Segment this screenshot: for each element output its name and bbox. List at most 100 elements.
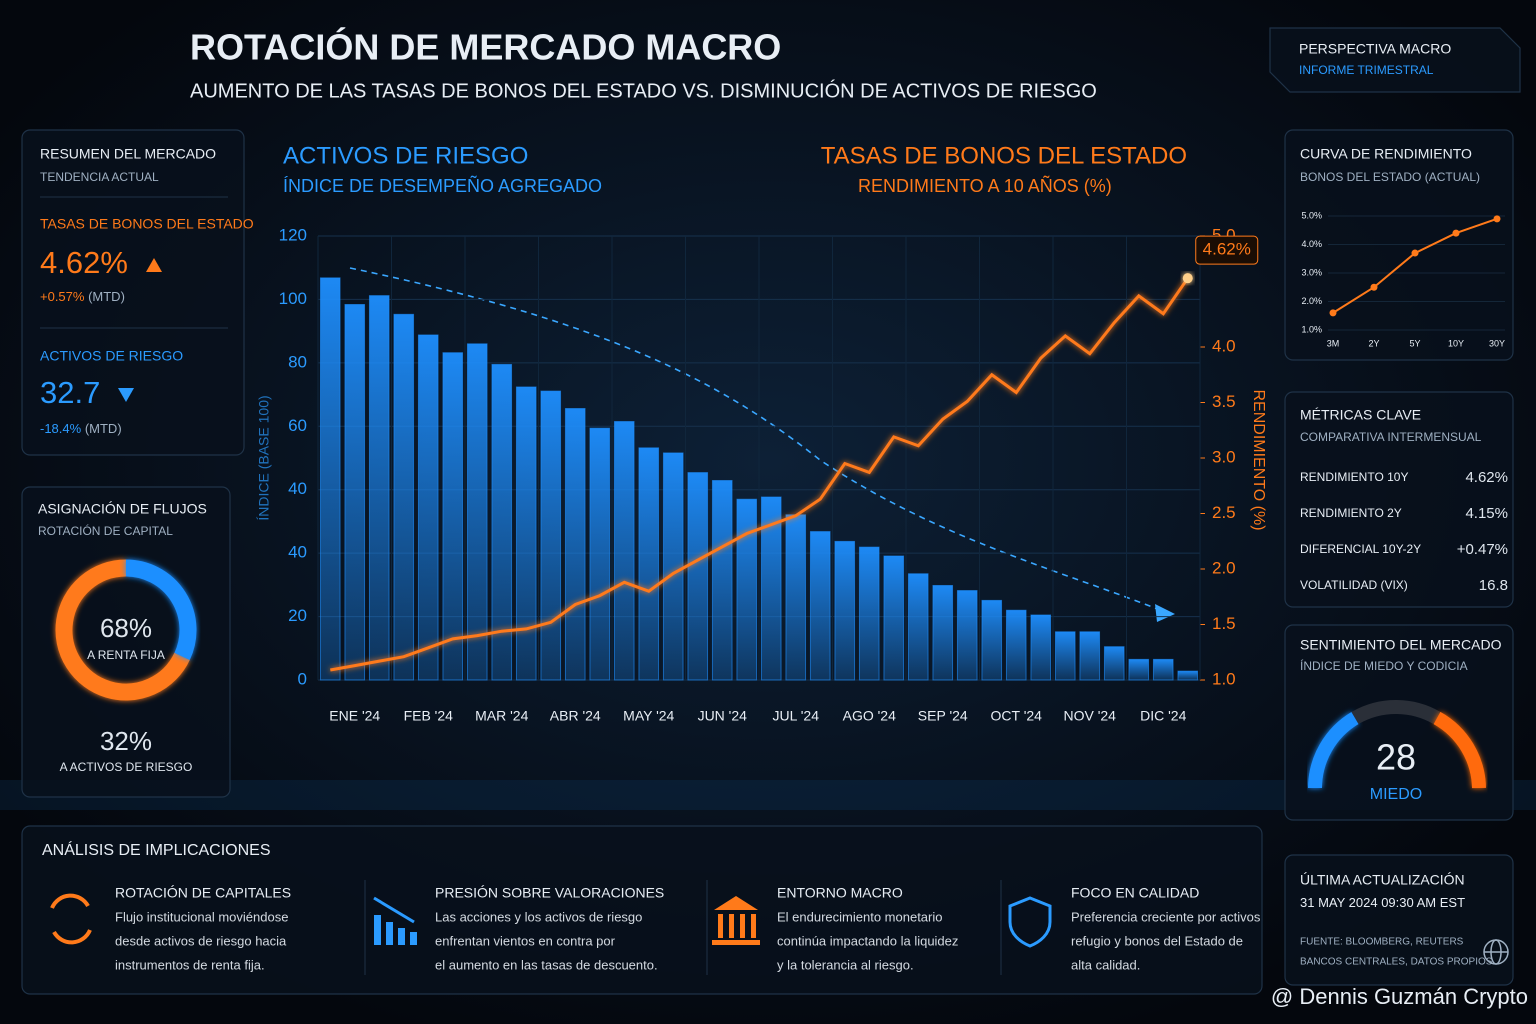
x-tick-label: MAR '24 <box>475 708 528 724</box>
donut-label: A ACTIVOS DE RIESGO <box>60 760 193 774</box>
panel-subtitle: TENDENCIA ACTUAL <box>40 170 159 184</box>
period: (MTD) <box>88 289 125 304</box>
gauge-label: MIEDO <box>1370 786 1422 803</box>
metrics-table: RENDIMIENTO 10Y 4.62% RENDIMIENTO 2Y 4.15% D… <box>1300 469 1508 594</box>
globe-icon <box>1483 939 1509 965</box>
bar <box>760 496 782 681</box>
metric-value: 4.62% <box>1465 469 1508 486</box>
bar <box>1152 658 1174 681</box>
bar <box>1177 670 1199 681</box>
bar <box>662 452 684 681</box>
item-line: enfrentan vientos en contra por <box>435 933 616 948</box>
change: +0.57% <box>40 289 85 304</box>
item-line: Preferencia creciente por activos <box>1071 909 1261 924</box>
y-tick-label: 60 <box>288 416 307 435</box>
icon-bank <box>712 896 760 945</box>
left-title: ACTIVOS DE RIESGO <box>283 142 528 169</box>
bar <box>858 546 880 681</box>
panel-title: ANÁLISIS DE IMPLICACIONES <box>42 840 271 859</box>
x-tick-label: 30Y <box>1489 338 1505 348</box>
y2-tick-label: 4.0 <box>1212 336 1236 355</box>
y-tick-label: 120 <box>279 225 307 244</box>
panel-title: ASIGNACIÓN DE FLUJOS <box>38 501 207 517</box>
analysis-panel <box>21 825 1263 995</box>
source-line: BANCOS CENTRALES, DATOS PROPIOS <box>1300 957 1493 968</box>
metric-name: DIFERENCIAL 10Y-2Y <box>1300 542 1421 556</box>
y2-tick-label: 3.5 <box>1212 392 1236 411</box>
panel-title: CURVA DE RENDIMIENTO <box>1300 146 1472 162</box>
y-tick-label: 100 <box>279 289 307 308</box>
item-line: instrumentos de renta fija. <box>115 957 265 972</box>
x-tick-label: NOV '24 <box>1064 708 1117 724</box>
bar <box>1030 614 1052 681</box>
item-line: desde activos de riesgo hacia <box>115 933 287 948</box>
metric-change: +0.57% (MTD) <box>40 289 125 304</box>
metric-name: RENDIMIENTO 10Y <box>1300 470 1408 484</box>
bar <box>883 555 905 681</box>
trend-arrow <box>1155 604 1175 622</box>
y-tick-label: 3.0% <box>1301 267 1322 277</box>
bar <box>834 540 856 681</box>
y2-tick-label: 2.5 <box>1212 503 1236 522</box>
panel-subtitle: ROTACIÓN DE CAPITAL <box>38 523 173 538</box>
item-title: PRESIÓN SOBRE VALORACIONES <box>435 885 664 901</box>
y-tick-label: 2.0% <box>1301 296 1322 306</box>
bar <box>956 590 978 681</box>
item-line: continúa impactando la liquidez <box>777 933 958 948</box>
right-subtitle: RENDIMIENTO A 10 AÑOS (%) <box>858 175 1112 196</box>
bar <box>417 334 439 681</box>
panel-subtitle: COMPARATIVA INTERMENSUAL <box>1300 430 1482 444</box>
subtitle: AUMENTO DE LAS TASAS DE BONOS DEL ESTADO… <box>190 79 1097 102</box>
gauge-value: 28 <box>1376 737 1416 778</box>
time: 09:30 AM EST <box>1381 895 1465 910</box>
item-line: el aumento en las tasas de descuento. <box>435 957 658 972</box>
period: (MTD) <box>85 421 122 436</box>
item-title: ROTACIÓN DE CAPITALES <box>115 885 291 901</box>
end-label: 4.62% <box>1203 240 1251 259</box>
x-tick-label: JUN '24 <box>698 708 748 724</box>
item-line: y la tolerancia al riesgo. <box>777 957 914 972</box>
metric-label: TASAS DE BONOS DEL ESTADO <box>40 216 254 232</box>
donut-label: A RENTA FIJA <box>87 648 165 662</box>
bar <box>1128 658 1150 681</box>
bar <box>687 472 709 681</box>
metric-value: 16.8 <box>1479 577 1508 594</box>
flows-panel <box>21 486 231 798</box>
yield-point <box>1329 309 1337 317</box>
x-tick-label: OCT '24 <box>991 708 1043 724</box>
metric-value: +0.47% <box>1457 541 1508 558</box>
yield-point <box>1452 229 1460 237</box>
sentiment-panel <box>1284 624 1514 821</box>
date: 31 MAY 2024 <box>1300 895 1378 910</box>
watermark: @ Dennis Guzmán Crypto <box>1271 984 1528 1009</box>
metric-label: ACTIVOS DE RIESGO <box>40 348 183 364</box>
icon-bars <box>373 896 417 945</box>
y2-tick-label: 1.0 <box>1212 669 1236 688</box>
item-line: refugio y bonos del Estado de <box>1071 933 1243 948</box>
item-title: FOCO EN CALIDAD <box>1071 885 1199 901</box>
bar <box>1103 646 1125 681</box>
panel-title: RESUMEN DEL MERCADO <box>40 146 216 162</box>
bar <box>564 408 586 681</box>
title: ROTACIÓN DE MERCADO MACRO <box>190 26 781 68</box>
bar <box>736 498 758 681</box>
donut-value: 32% <box>100 726 152 756</box>
bar <box>711 480 733 681</box>
floor-glow <box>0 780 1536 810</box>
y2-tick-label: 1.5 <box>1212 614 1236 633</box>
donut-value: 68% <box>100 613 152 643</box>
x-tick-label: 2Y <box>1368 338 1379 348</box>
right-title: TASAS DE BONOS DEL ESTADO <box>821 142 1187 169</box>
item-line: alta calidad. <box>1071 957 1140 972</box>
yield-chart: CURVA DE RENDIMIENTO BONOS DEL ESTADO (A… <box>1300 146 1505 349</box>
bar <box>785 514 807 681</box>
panel-subtitle: ÍNDICE DE MIEDO Y CODICIA <box>1300 658 1468 673</box>
update-panel <box>1284 854 1514 986</box>
icon-rotation <box>50 893 92 945</box>
y-tick-label: 4.0% <box>1301 239 1322 249</box>
y-tick-label: 20 <box>288 606 307 625</box>
y-tick-label: 40 <box>288 543 307 562</box>
panel-title: SENTIMIENTO DEL MERCADO <box>1300 637 1502 653</box>
x-tick-label: FEB '24 <box>404 708 454 724</box>
